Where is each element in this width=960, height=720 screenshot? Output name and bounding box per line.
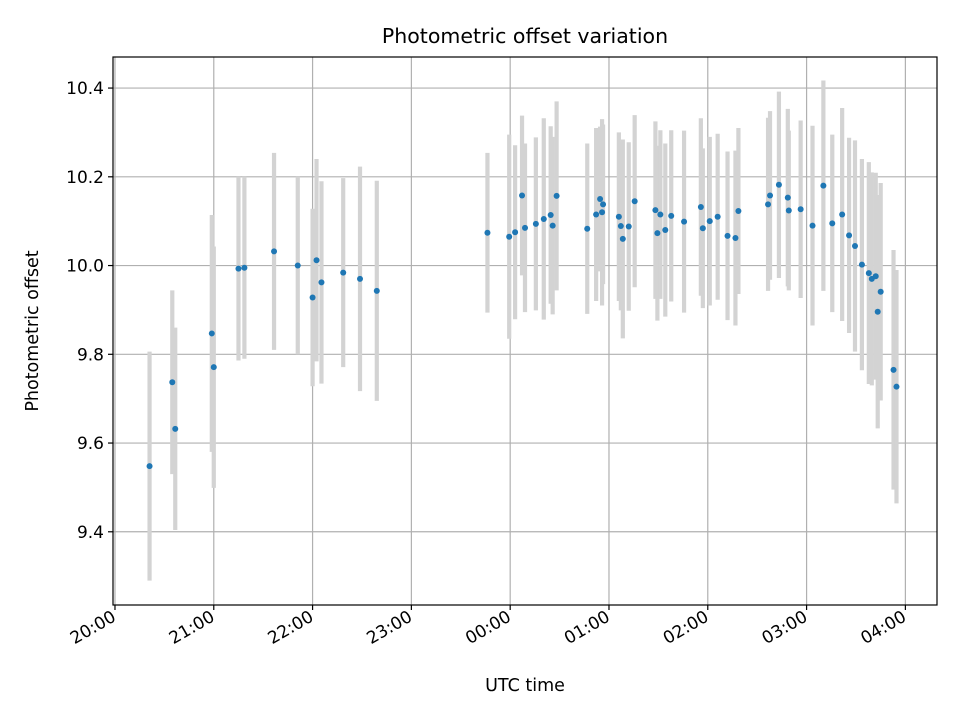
data-point [540,215,547,222]
y-axis: 9.4 9.6 9.8 10.0 10.2 10.4 [66,79,113,543]
data-point [172,425,179,432]
data-point [235,265,242,272]
data-point [654,230,661,237]
data-point [829,220,836,227]
data-point [597,195,604,202]
data-point [615,213,622,220]
data-point [532,220,539,227]
data-point [522,224,528,231]
data-point [893,383,900,390]
y-tick-label: 10.4 [66,79,104,99]
data-point [599,209,606,216]
data-point [767,192,774,199]
data-point [146,463,153,470]
data-point [714,213,721,220]
y-tick-label: 9.6 [77,434,104,454]
y-tick-label: 9.8 [77,345,104,365]
data-point [724,232,731,239]
data-point [241,264,248,271]
data-point [547,211,554,218]
data-point [619,235,626,242]
y-tick-label: 10.0 [66,257,104,277]
y-tick-label: 10.2 [66,168,104,188]
data-point [809,222,816,229]
data-point [519,192,526,199]
data-point [872,273,879,280]
data-point [625,223,632,230]
data-point [313,257,320,264]
data-point [851,243,858,250]
data-point [593,211,600,218]
data-point [797,206,804,213]
data-points [146,181,900,470]
y-axis-title: Photometric offset [23,250,43,411]
chart-title: Photometric offset variation [382,24,668,48]
data-point [681,218,688,225]
data-point [785,207,792,214]
y-tick-label: 9.4 [77,523,104,543]
data-point [820,182,827,189]
data-point [549,222,556,229]
data-point [765,201,772,208]
data-point [484,229,491,236]
data-point [631,198,638,205]
data-point [169,379,176,386]
data-point [699,225,706,232]
data-point [668,212,675,219]
data-point [318,279,325,286]
data-point [210,364,217,371]
data-point [553,192,560,199]
data-point [735,207,742,214]
data-point [697,203,704,210]
data-point [877,288,884,295]
data-point [512,229,519,236]
data-point [506,233,513,240]
data-point [846,232,853,239]
data-point [784,194,791,201]
data-point [839,211,846,218]
data-point [584,225,591,232]
data-point [208,330,215,337]
data-point [874,308,881,315]
data-point [600,201,607,208]
data-point [865,270,872,277]
plot-frame [112,56,938,606]
data-point [357,275,364,282]
data-point [657,211,664,218]
data-point [373,287,380,294]
data-point [271,248,278,255]
data-point [340,269,347,276]
data-point [706,218,713,225]
data-point [309,294,316,301]
data-point [294,262,301,269]
data-point [732,235,739,242]
data-point [858,261,865,268]
data-point [890,366,897,373]
data-point [652,207,659,214]
x-axis-title: UTC time [485,676,565,696]
data-point [617,223,624,230]
data-point [662,227,669,234]
data-point [775,181,782,188]
